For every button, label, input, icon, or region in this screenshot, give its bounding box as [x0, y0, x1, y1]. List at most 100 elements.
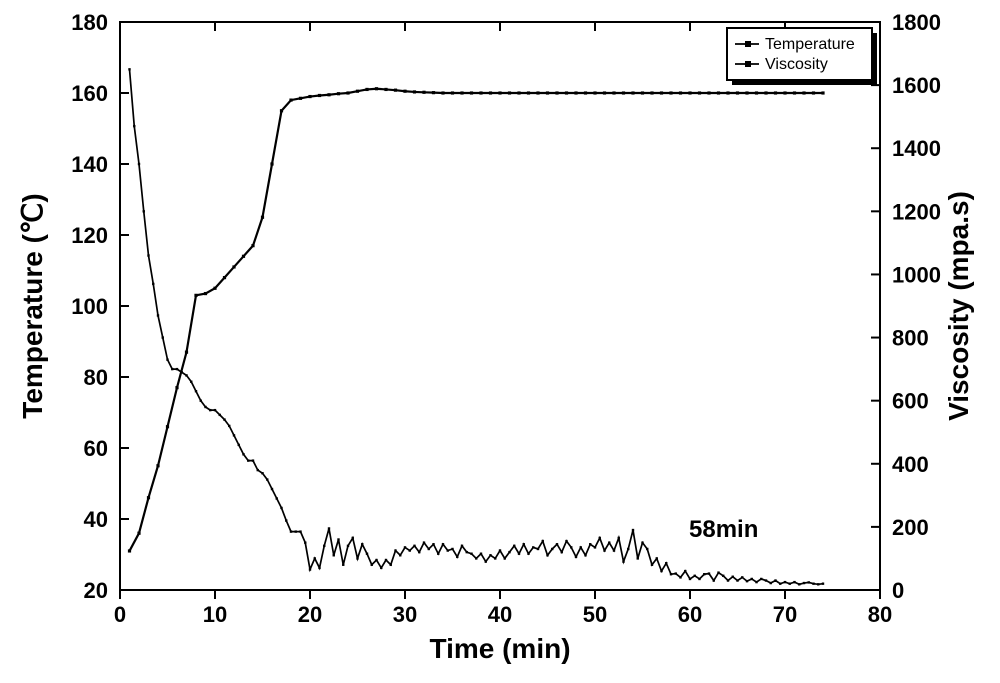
x-tick-label: 20 — [298, 602, 322, 627]
temperature-marker — [470, 91, 473, 94]
x-tick-label: 60 — [678, 602, 702, 627]
temperature-marker — [612, 91, 615, 94]
viscosity-marker — [304, 541, 306, 543]
viscosity-marker — [627, 548, 629, 550]
viscosity-marker — [651, 564, 653, 566]
viscosity-marker — [589, 543, 591, 545]
legend-sample-marker — [745, 61, 751, 67]
yl-tick-label: 40 — [84, 507, 108, 532]
viscosity-marker — [380, 567, 382, 569]
temperature-marker — [375, 87, 378, 90]
temperature-marker — [261, 216, 264, 219]
temperature-marker — [137, 532, 140, 535]
yl-axis-title: Temperature (℃) — [17, 193, 48, 418]
viscosity-marker — [689, 578, 691, 580]
viscosity-marker — [698, 578, 700, 580]
temperature-marker — [622, 91, 625, 94]
yr-tick-label: 600 — [892, 389, 929, 414]
viscosity-marker — [390, 564, 392, 566]
temperature-marker — [660, 91, 663, 94]
viscosity-marker — [646, 548, 648, 550]
temperature-marker — [669, 91, 672, 94]
yl-tick-label: 80 — [84, 365, 108, 390]
viscosity-marker — [489, 554, 491, 556]
viscosity-marker — [413, 545, 415, 547]
viscosity-marker — [480, 553, 482, 555]
temperature-marker — [821, 91, 824, 94]
viscosity-marker — [798, 583, 800, 585]
viscosity-marker — [352, 537, 354, 539]
viscosity-marker — [523, 543, 525, 545]
temperature-marker — [175, 386, 178, 389]
temperature-marker — [403, 90, 406, 93]
yl-tick-label: 160 — [71, 81, 108, 106]
viscosity-marker — [613, 549, 615, 551]
legend-item-label: Viscosity — [765, 56, 828, 73]
temperature-marker — [346, 91, 349, 94]
temperature-marker — [318, 94, 321, 97]
temperature-marker — [726, 91, 729, 94]
x-tick-label: 40 — [488, 602, 512, 627]
viscosity-marker — [475, 557, 477, 559]
viscosity-marker — [708, 572, 710, 574]
yr-tick-label: 1800 — [892, 10, 941, 35]
temperature-marker — [147, 496, 150, 499]
temperature-marker — [270, 162, 273, 165]
temperature-marker — [413, 90, 416, 93]
viscosity-marker — [214, 409, 216, 411]
temperature-marker — [679, 91, 682, 94]
yl-tick-label: 20 — [84, 578, 108, 603]
temperature-marker — [764, 91, 767, 94]
temperature-marker — [546, 91, 549, 94]
temperature-marker — [280, 109, 283, 112]
temperature-marker — [128, 549, 131, 552]
x-tick-label: 70 — [773, 602, 797, 627]
viscosity-marker — [238, 444, 240, 446]
viscosity-marker — [608, 541, 610, 543]
viscosity-marker — [266, 478, 268, 480]
viscosity-marker — [494, 557, 496, 559]
temperature-marker — [460, 91, 463, 94]
yr-tick-label: 1600 — [892, 73, 941, 98]
temperature-marker — [565, 91, 568, 94]
temperature-marker — [394, 89, 397, 92]
x-tick-label: 30 — [393, 602, 417, 627]
viscosity-marker — [418, 551, 420, 553]
temperature-marker — [536, 91, 539, 94]
viscosity-marker — [751, 578, 753, 580]
yl-tick-label: 60 — [84, 436, 108, 461]
x-tick-label: 80 — [868, 602, 892, 627]
temperature-marker — [327, 93, 330, 96]
chart-container: 0102030405060708020406080100120140160180… — [0, 0, 1000, 683]
viscosity-marker — [356, 557, 358, 559]
temperature-marker — [422, 91, 425, 94]
viscosity-marker — [803, 582, 805, 584]
viscosity-marker — [774, 579, 776, 581]
temperature-marker — [185, 351, 188, 354]
yr-axis-title: Viscosity (mpa.s) — [943, 191, 974, 421]
viscosity-marker — [575, 556, 577, 558]
viscosity-marker — [157, 314, 159, 316]
viscosity-marker — [713, 579, 715, 581]
viscosity-marker — [233, 434, 235, 436]
viscosity-marker — [285, 519, 287, 521]
viscosity-marker — [361, 543, 363, 545]
viscosity-marker — [542, 540, 544, 542]
viscosity-marker — [166, 358, 168, 360]
viscosity-marker — [684, 570, 686, 572]
temperature-marker — [717, 91, 720, 94]
viscosity-marker — [679, 576, 681, 578]
viscosity-marker — [504, 557, 506, 559]
viscosity-marker — [456, 556, 458, 558]
viscosity-marker — [675, 572, 677, 574]
viscosity-marker — [537, 548, 539, 550]
yl-tick-label: 120 — [71, 223, 108, 248]
temperature-marker — [688, 91, 691, 94]
legend-item-label: Temperature — [765, 36, 855, 53]
viscosity-marker — [703, 573, 705, 575]
viscosity-marker — [247, 459, 249, 461]
viscosity-marker — [665, 562, 667, 564]
viscosity-marker — [513, 545, 515, 547]
temperature-marker — [812, 91, 815, 94]
temperature-marker — [793, 91, 796, 94]
